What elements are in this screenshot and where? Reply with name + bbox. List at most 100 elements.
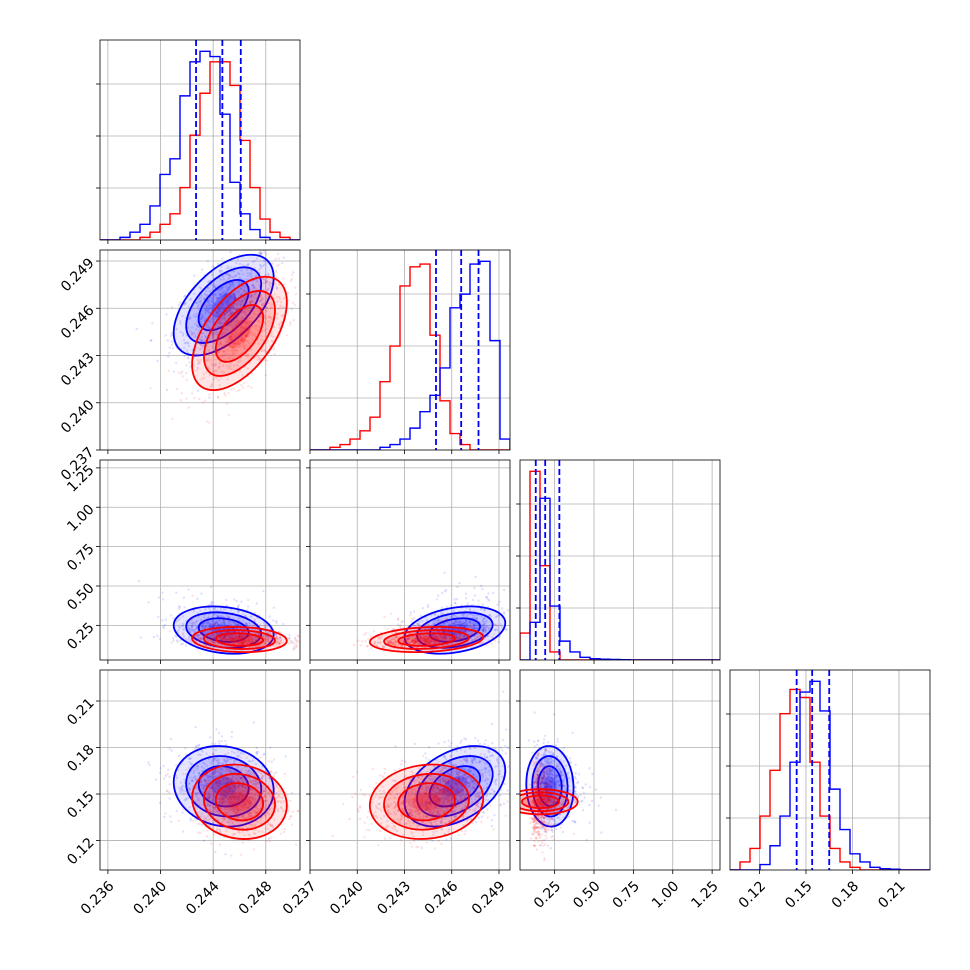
scatter-point: [250, 348, 253, 351]
scatter-point: [445, 618, 448, 621]
scatter-point: [257, 319, 260, 322]
scatter-point: [472, 624, 475, 627]
scatter-point: [238, 635, 241, 639]
scatter-point: [238, 299, 241, 302]
scatter-point: [484, 631, 487, 634]
scatter-point: [242, 339, 245, 342]
scatter-point: [245, 642, 249, 645]
scatter-point: [272, 282, 276, 286]
density-fill-red: [215, 305, 264, 362]
scatter-point: [463, 621, 466, 625]
scatter-point: [224, 344, 227, 347]
scatter-point: [259, 634, 262, 637]
scatter-point: [242, 639, 245, 642]
scatter-point: [418, 635, 421, 639]
scatter-point: [195, 627, 198, 631]
scatter-point: [229, 335, 233, 339]
scatter-point: [459, 625, 462, 628]
scatter-point: [194, 315, 197, 319]
scatter-point: [428, 639, 431, 642]
scatter-point: [172, 370, 176, 373]
scatter-point: [439, 634, 443, 638]
scatter-point: [245, 353, 248, 357]
scatter-point: [249, 641, 252, 644]
scatter-point: [198, 822, 201, 826]
scatter-point: [216, 296, 219, 300]
scatter-point: [250, 640, 253, 643]
scatter-point: [246, 598, 250, 602]
scatter-point: [208, 639, 212, 642]
scatter-point: [317, 644, 319, 646]
scatter-point: [411, 639, 414, 642]
scatter-point: [265, 635, 269, 638]
scatter-point: [242, 640, 246, 644]
scatter-point: [236, 623, 239, 626]
scatter-point: [158, 637, 162, 641]
scatter-point: [223, 313, 226, 316]
scatter-point: [212, 284, 215, 287]
scatter-point: [236, 638, 240, 642]
scatter-point: [205, 643, 208, 646]
scatter-point: [210, 624, 213, 628]
scatter-point: [228, 634, 231, 637]
scatter-point: [211, 641, 215, 644]
scatter-point: [223, 313, 227, 316]
scatter-point: [421, 619, 424, 623]
scatter-point: [248, 637, 251, 641]
scatter-point: [258, 299, 262, 303]
scatter-point: [241, 643, 244, 646]
scatter-point: [247, 262, 250, 266]
scatter-point: [254, 292, 257, 295]
scatter-point: [438, 619, 441, 622]
scatter-point: [193, 292, 196, 295]
scatter-point: [240, 384, 243, 387]
scatter-point: [413, 640, 416, 643]
scatter-point: [197, 304, 200, 307]
scatter-point: [390, 642, 393, 645]
scatter-point: [405, 636, 408, 640]
scatter-point: [267, 320, 270, 323]
scatter-point: [233, 293, 236, 296]
scatter-point: [229, 634, 232, 638]
scatter-point: [255, 274, 258, 277]
scatter-point: [263, 638, 266, 641]
scatter-point: [482, 629, 485, 632]
scatter-point: [244, 622, 247, 625]
scatter-point: [270, 305, 273, 309]
scatter-point: [256, 750, 260, 753]
scatter-point: [293, 303, 297, 307]
scatter-point: [411, 639, 415, 642]
scatter-point: [208, 609, 212, 612]
scatter-point: [495, 623, 498, 626]
scatter-point: [450, 637, 453, 640]
scatter-point: [229, 338, 233, 341]
scatter-point: [218, 308, 221, 312]
scatter-point: [259, 643, 262, 647]
scatter-point: [254, 324, 257, 327]
scatter-point: [210, 639, 213, 642]
scatter-point: [228, 277, 231, 280]
scatter-point: [192, 314, 196, 317]
scatter-point: [246, 635, 250, 638]
scatter-point: [235, 322, 238, 326]
scatter-point: [222, 608, 226, 611]
scatter-point: [496, 629, 500, 632]
scatter-point: [204, 336, 208, 339]
scatter-point: [471, 614, 474, 617]
scatter-point: [197, 639, 200, 642]
scatter-point: [233, 320, 237, 323]
scatter-point: [175, 387, 179, 391]
scatter-point: [201, 632, 204, 635]
scatter-point: [275, 317, 279, 320]
scatter-point: [233, 346, 236, 349]
scatter-point: [211, 297, 214, 301]
scatter-point: [201, 313, 204, 317]
scatter-point: [498, 600, 501, 604]
scatter-point: [234, 635, 237, 638]
scatter-point: [248, 641, 251, 644]
scatter-point: [216, 633, 220, 636]
scatter-point: [230, 640, 233, 643]
scatter-point: [457, 637, 460, 640]
scatter-point: [221, 637, 224, 640]
scatter-point: [237, 641, 241, 645]
